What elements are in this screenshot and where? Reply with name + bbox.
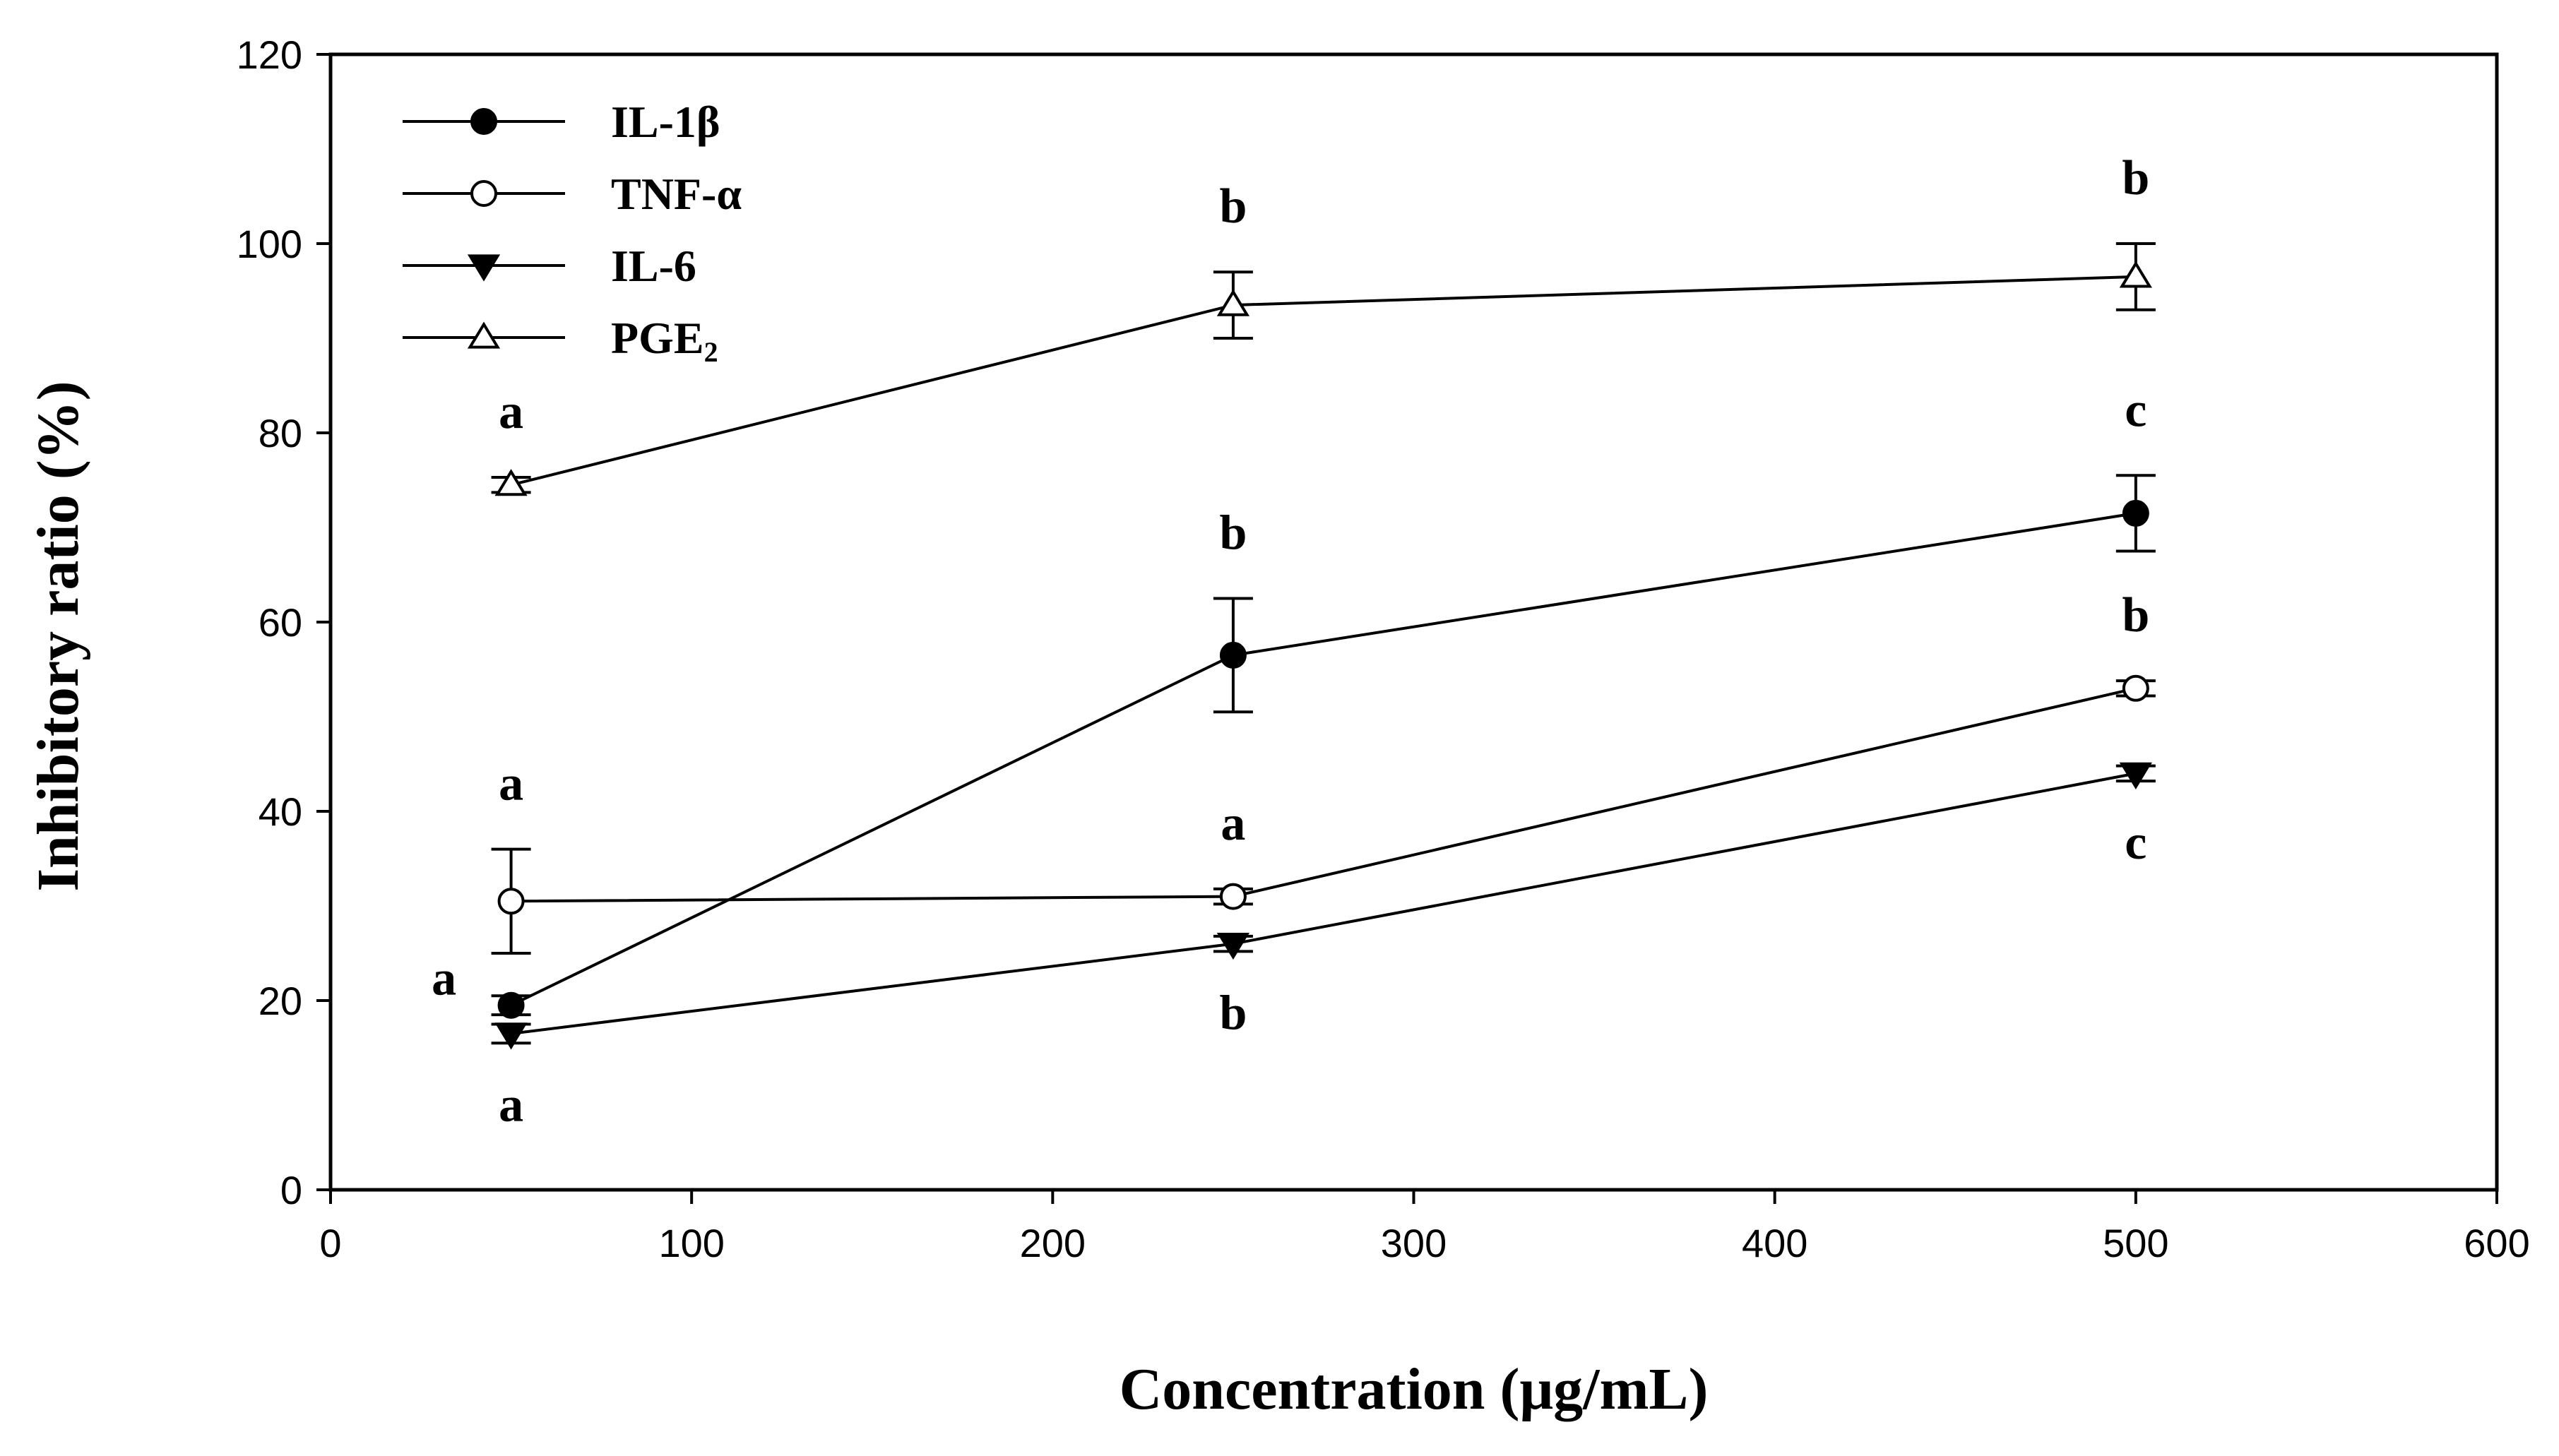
series-0	[491, 474, 2156, 1019]
data-point	[1216, 289, 1250, 316]
y-tick-label: 100	[237, 222, 302, 266]
data-point	[1219, 883, 1247, 910]
legend-item-1: TNF-α	[403, 169, 742, 219]
x-axis: 0 100 200 300 400 500 600	[319, 1190, 2530, 1265]
x-tick-label: 600	[2464, 1221, 2529, 1265]
series-line	[511, 275, 2136, 487]
significance-label: a	[499, 1078, 523, 1132]
legend-marker	[467, 321, 501, 349]
legend-marker	[470, 108, 497, 135]
data-point	[1219, 641, 1247, 669]
data-point	[1216, 933, 1250, 960]
series-line	[510, 511, 2137, 1007]
significance-label: c	[2125, 816, 2147, 870]
series-2	[491, 762, 2156, 1050]
x-tick-label: 400	[1742, 1221, 1807, 1265]
legend-label: IL-6	[611, 241, 696, 291]
legend-marker	[470, 180, 497, 207]
significance-label: a	[1221, 796, 1245, 851]
legend-label: PGE2	[611, 313, 718, 368]
y-tick-label: 0	[280, 1168, 302, 1212]
significance-label: a	[432, 952, 456, 1006]
y-tick-label: 40	[259, 789, 302, 834]
significance-label: b	[1219, 179, 1247, 234]
significance-label: b	[2122, 151, 2149, 205]
series-1	[491, 674, 2156, 955]
x-tick-label: 0	[319, 1221, 341, 1265]
annotation-layer: a b c a a b a b c a b b	[432, 151, 2149, 1132]
series-3	[491, 242, 2156, 496]
legend-item-2: IL-6	[403, 241, 696, 291]
legend-label-subscript: 2	[704, 336, 718, 368]
legend-label: IL-1β	[611, 97, 720, 147]
data-point	[2119, 261, 2152, 288]
significance-label: c	[2125, 383, 2147, 437]
data-point	[497, 888, 525, 915]
series-line	[511, 686, 2137, 903]
x-tick-label: 300	[1381, 1221, 1447, 1265]
y-axis-title: Inhibitory ratio (%)	[25, 381, 91, 891]
data-point	[497, 991, 525, 1019]
legend: IL-1β TNF-α IL-6 PGE2	[403, 97, 742, 368]
significance-label: a	[499, 385, 523, 439]
legend-marker	[467, 254, 501, 282]
x-tick-label: 200	[1020, 1221, 1086, 1265]
data-point	[2122, 674, 2149, 702]
data-point	[2119, 762, 2152, 789]
series-line	[511, 772, 2137, 1035]
data-point	[494, 1022, 528, 1050]
legend-label: TNF-α	[611, 169, 742, 219]
significance-label: a	[499, 757, 523, 811]
significance-label: b	[1219, 986, 1247, 1040]
y-tick-label: 120	[237, 32, 302, 77]
x-axis-title: Concentration (μg/mL)	[1120, 1356, 1709, 1422]
x-tick-label: 100	[658, 1221, 724, 1265]
data-point	[2122, 499, 2149, 527]
plot-area-frame	[328, 52, 2499, 1192]
legend-item-3: PGE2	[403, 313, 718, 368]
series-layer	[491, 242, 2156, 1050]
data-point	[494, 469, 528, 496]
x-tick-label: 500	[2103, 1221, 2168, 1265]
y-tick-label: 80	[259, 411, 302, 455]
legend-item-0: IL-1β	[403, 97, 720, 147]
y-tick-label: 20	[259, 979, 302, 1023]
y-axis: 0 20 40 60 80 100 120	[237, 32, 331, 1212]
significance-label: b	[1219, 506, 1247, 561]
y-tick-label: 60	[259, 600, 302, 645]
significance-label: b	[2122, 588, 2149, 643]
